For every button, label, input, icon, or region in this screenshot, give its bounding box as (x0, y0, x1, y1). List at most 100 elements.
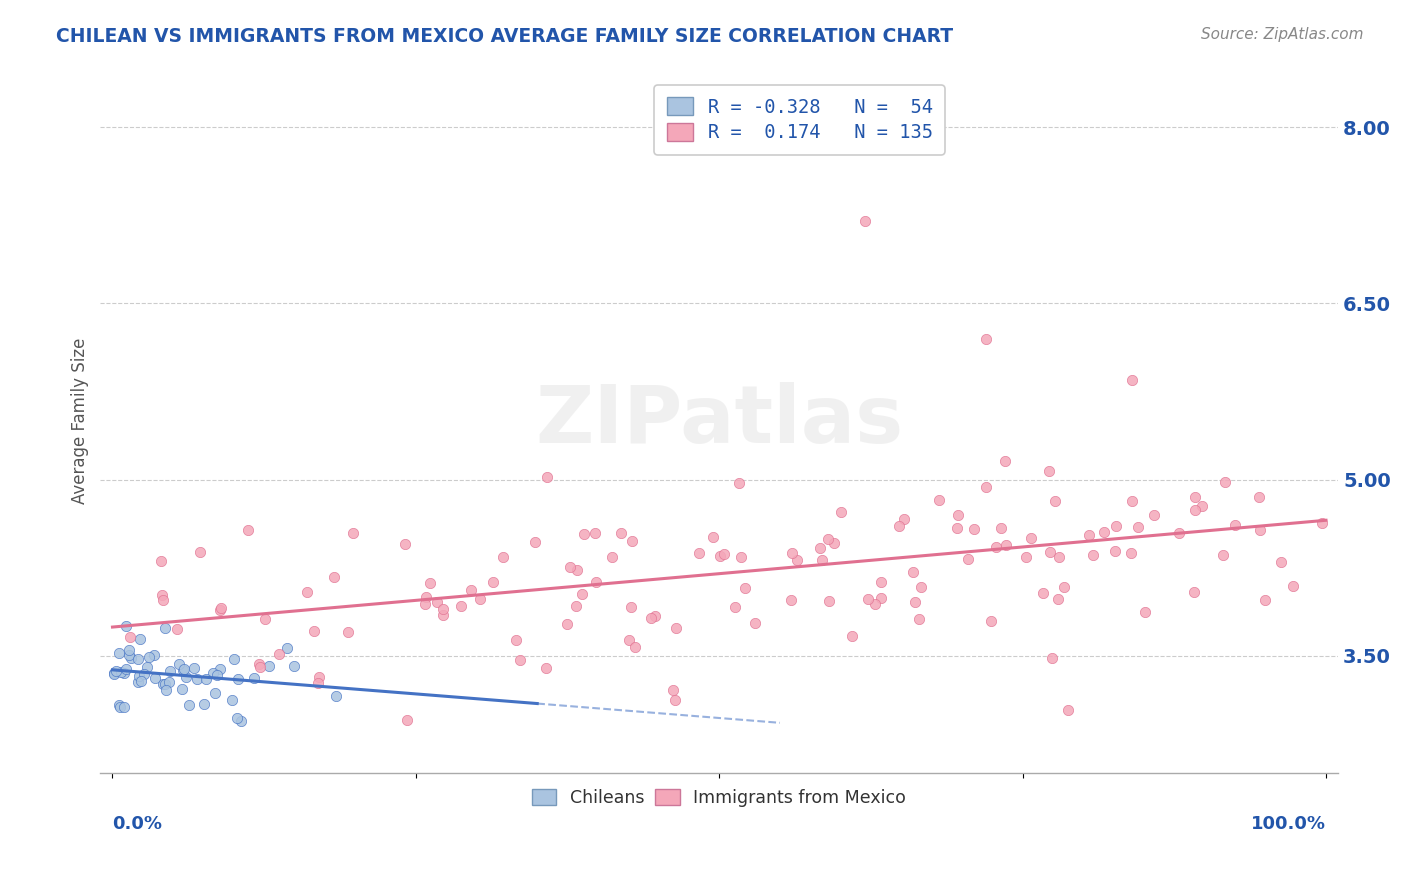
Point (205, 668, 228, 682)
Point (432, 601, 454, 615)
Point (617, 632, 640, 647)
Point (1043, 494, 1066, 508)
Point (1015, 549, 1038, 564)
Point (1281, 579, 1303, 593)
Point (173, 662, 195, 676)
Point (990, 521, 1012, 535)
Point (948, 508, 970, 522)
Point (152, 677, 174, 691)
Point (565, 599, 588, 614)
Point (342, 525, 364, 540)
Point (394, 537, 416, 551)
Point (169, 657, 191, 671)
Point (150, 554, 173, 568)
Point (830, 505, 852, 519)
Point (426, 595, 449, 609)
Point (120, 651, 142, 665)
Point (112, 699, 135, 714)
Point (188, 545, 211, 559)
Point (297, 585, 319, 599)
Point (730, 550, 752, 565)
Point (129, 632, 152, 647)
Point (150, 588, 173, 602)
Point (177, 698, 200, 712)
Point (908, 612, 931, 626)
Point (974, 332, 997, 346)
Point (129, 674, 152, 689)
Point (910, 580, 932, 594)
Point (1184, 585, 1206, 599)
Point (889, 518, 911, 533)
Point (713, 547, 735, 561)
Point (974, 480, 997, 494)
Point (226, 672, 249, 686)
Point (1249, 491, 1271, 505)
Point (143, 671, 166, 685)
Point (984, 540, 1007, 554)
Point (323, 570, 346, 584)
Point (104, 664, 127, 678)
Point (460, 582, 482, 597)
Point (1254, 593, 1277, 607)
Point (810, 553, 832, 567)
Point (128, 669, 150, 683)
Point (159, 674, 181, 689)
Point (159, 664, 181, 678)
Point (1032, 586, 1054, 600)
Point (186, 673, 208, 687)
Point (585, 574, 607, 589)
Point (193, 698, 215, 712)
Point (108, 700, 131, 714)
Point (209, 600, 232, 615)
Point (727, 475, 749, 490)
Point (1078, 528, 1101, 542)
Point (1212, 548, 1234, 562)
Point (980, 614, 1002, 628)
Point (555, 616, 578, 631)
Point (170, 681, 193, 696)
Point (413, 597, 436, 611)
Point (1121, 373, 1143, 387)
Point (1184, 503, 1206, 517)
Point (308, 670, 330, 684)
Point (1121, 494, 1143, 508)
Point (229, 714, 252, 728)
Point (1040, 650, 1063, 665)
Point (1121, 546, 1143, 560)
Point (644, 608, 666, 623)
Point (1143, 508, 1166, 523)
Point (238, 524, 260, 538)
Point (194, 673, 217, 687)
Point (702, 530, 724, 544)
Point (841, 629, 863, 643)
Point (115, 619, 138, 633)
Text: 100.0%: 100.0% (1251, 815, 1326, 833)
Point (509, 653, 531, 667)
Point (117, 648, 139, 663)
Point (956, 552, 979, 566)
Point (254, 612, 277, 626)
Point (1104, 544, 1126, 558)
Point (1223, 518, 1246, 533)
Point (786, 553, 808, 567)
Point (1019, 531, 1042, 545)
Point (1270, 555, 1292, 569)
Point (174, 670, 197, 684)
Point (127, 675, 149, 690)
Point (901, 565, 924, 579)
Point (1128, 519, 1150, 533)
Point (415, 590, 437, 604)
Text: CHILEAN VS IMMIGRANTS FROM MEXICO AVERAGE FAMILY SIZE CORRELATION CHART: CHILEAN VS IMMIGRANTS FROM MEXICO AVERAG… (56, 27, 953, 45)
Y-axis label: Average Family Size: Average Family Size (72, 338, 89, 504)
Point (994, 453, 1017, 467)
Point (249, 660, 271, 674)
Point (202, 666, 225, 681)
Point (224, 652, 246, 666)
Point (744, 615, 766, 630)
Point (103, 667, 125, 681)
Point (155, 682, 177, 697)
Point (1310, 516, 1333, 530)
Point (1056, 703, 1078, 717)
Point (127, 651, 149, 665)
Point (808, 541, 831, 555)
